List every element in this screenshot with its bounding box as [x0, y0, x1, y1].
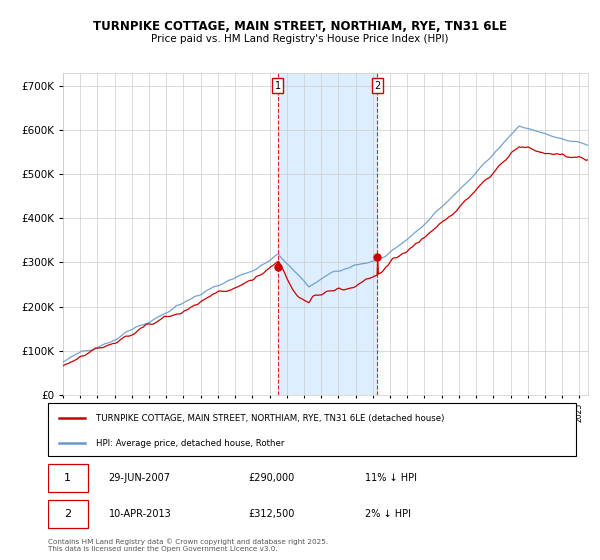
Text: £290,000: £290,000 — [248, 473, 295, 483]
Text: 2: 2 — [374, 81, 380, 91]
Text: £312,500: £312,500 — [248, 509, 295, 519]
Text: Contains HM Land Registry data © Crown copyright and database right 2025.
This d: Contains HM Land Registry data © Crown c… — [48, 539, 328, 552]
Text: TURNPIKE COTTAGE, MAIN STREET, NORTHIAM, RYE, TN31 6LE: TURNPIKE COTTAGE, MAIN STREET, NORTHIAM,… — [93, 20, 507, 32]
Text: TURNPIKE COTTAGE, MAIN STREET, NORTHIAM, RYE, TN31 6LE (detached house): TURNPIKE COTTAGE, MAIN STREET, NORTHIAM,… — [95, 414, 444, 423]
Text: 29-JUN-2007: 29-JUN-2007 — [109, 473, 171, 483]
FancyBboxPatch shape — [48, 403, 576, 456]
Text: 10-APR-2013: 10-APR-2013 — [109, 509, 172, 519]
FancyBboxPatch shape — [48, 500, 88, 528]
Text: 11% ↓ HPI: 11% ↓ HPI — [365, 473, 417, 483]
Text: 1: 1 — [64, 473, 71, 483]
Bar — [278, 73, 377, 395]
Text: HPI: Average price, detached house, Rother: HPI: Average price, detached house, Roth… — [95, 438, 284, 447]
Text: 1: 1 — [275, 81, 281, 91]
Text: Price paid vs. HM Land Registry's House Price Index (HPI): Price paid vs. HM Land Registry's House … — [151, 34, 449, 44]
Text: 2% ↓ HPI: 2% ↓ HPI — [365, 509, 411, 519]
Text: 2: 2 — [64, 509, 71, 519]
FancyBboxPatch shape — [48, 464, 88, 492]
